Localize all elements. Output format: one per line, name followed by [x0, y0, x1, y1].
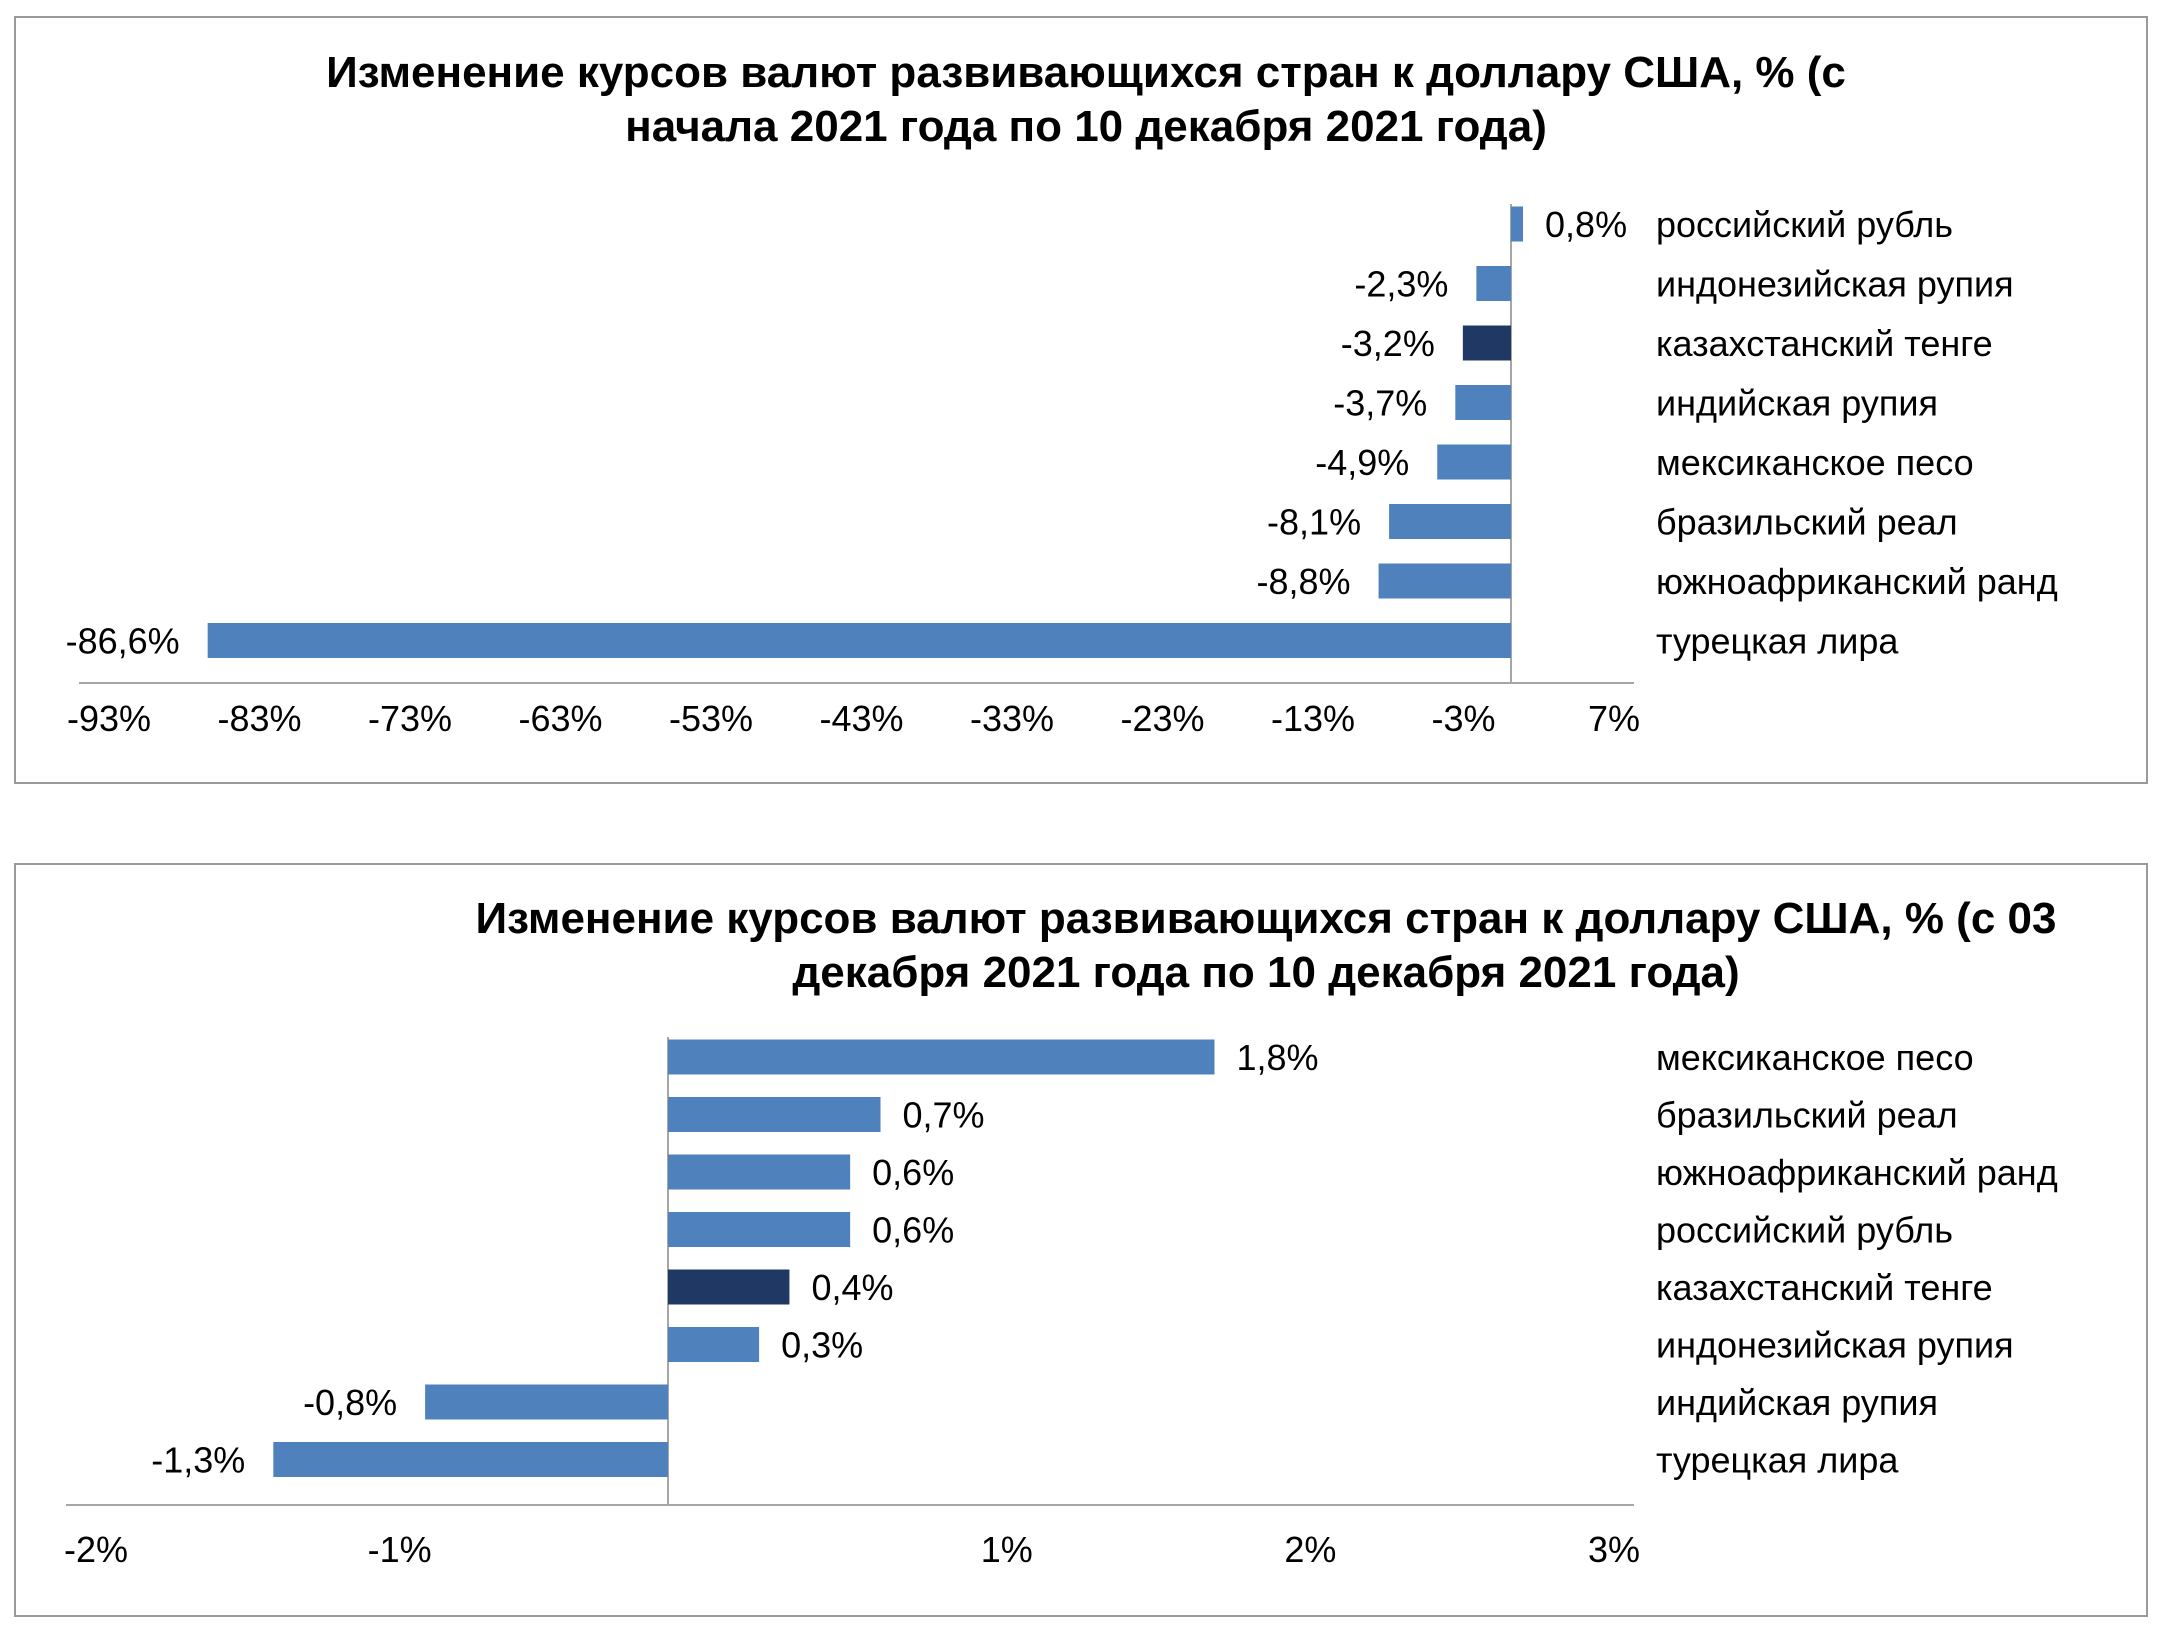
x-tick-label: -83%: [217, 698, 301, 739]
category-label: южноафриканский ранд: [1656, 561, 2058, 602]
bar: [668, 1097, 881, 1132]
chart-title-1: Изменение курсов валют развивающихся стр…: [176, 46, 1996, 154]
category-label: бразильский реал: [1656, 1095, 1958, 1136]
category-label: индийская рупия: [1656, 383, 1938, 424]
category-label: казахстанский тенге: [1656, 1267, 1993, 1308]
chart-panel-2: Изменение курсов валют развивающихся стр…: [14, 863, 2148, 1617]
chart-panel-1: Изменение курсов валют развивающихся стр…: [14, 16, 2148, 784]
bar: [668, 1327, 760, 1362]
x-tick-label: -93%: [67, 698, 151, 739]
data-label: 0,4%: [811, 1267, 893, 1308]
bar: [1378, 563, 1511, 599]
chart-2-plot: -2% -1% 1% 2% 3% 1,8% мексиканское песо 0,7% бра…: [64, 1037, 2058, 1570]
category-label: мексиканское песо: [1656, 1037, 1974, 1078]
data-label: -8,1%: [1267, 502, 1361, 543]
data-label: -1,3%: [151, 1440, 245, 1481]
x-tick-label: 1%: [981, 1529, 1033, 1570]
data-label: -86,6%: [66, 621, 180, 662]
bar: [668, 1154, 851, 1190]
category-label: индонезийская рупия: [1656, 1325, 2014, 1366]
chart-1-plot: -93% -83% -73% -63% -53% -43% -33% -23% -13% -3% 7…: [66, 204, 2058, 739]
category-label: индийская рупия: [1656, 1382, 1938, 1423]
x-tick-label: 2%: [1284, 1529, 1336, 1570]
bar: [1437, 444, 1511, 480]
x-tick-label: -33%: [970, 698, 1054, 739]
data-label: -8,8%: [1257, 561, 1351, 602]
bar: [273, 1442, 668, 1477]
x-tick-label: -3%: [1431, 698, 1495, 739]
x-tick-label: -2%: [64, 1529, 128, 1570]
x-tick-label: 7%: [1588, 698, 1640, 739]
x-tick-label: -53%: [669, 698, 753, 739]
chart-title-2-line-1: Изменение курсов валют развивающихся стр…: [475, 894, 2057, 943]
bar: [1476, 266, 1511, 301]
chart-title-1-line-2: начала 2021 года по 10 декабря 2021 года…: [625, 102, 1547, 151]
data-label: -4,9%: [1315, 442, 1409, 483]
chart-title-1-line-1: Изменение курсов валют развивающихся стр…: [326, 48, 1846, 97]
category-label: российский рубль: [1656, 1210, 1953, 1251]
data-label: -3,7%: [1333, 383, 1427, 424]
category-label: бразильский реал: [1656, 502, 1958, 543]
category-label: российский рубль: [1656, 204, 1953, 245]
bar: [1455, 385, 1511, 420]
data-label: 0,3%: [781, 1325, 863, 1366]
bar: [1462, 325, 1511, 361]
x-tick-label: -63%: [518, 698, 602, 739]
data-label: -3,2%: [1341, 323, 1435, 364]
category-label: турецкая лира: [1656, 621, 1899, 662]
x-tick-label: -73%: [368, 698, 452, 739]
bar: [207, 623, 1511, 658]
x-tick-label: -13%: [1271, 698, 1355, 739]
data-label: 1,8%: [1236, 1037, 1318, 1078]
chart-title-2-line-2: декабря 2021 года по 10 декабря 2021 год…: [792, 948, 1740, 997]
data-label: 0,6%: [872, 1152, 954, 1193]
x-tick-label: -23%: [1120, 698, 1204, 739]
x-tick-label: -1%: [368, 1529, 432, 1570]
data-label: -2,3%: [1354, 264, 1448, 305]
category-label: индонезийская рупия: [1656, 264, 2014, 305]
bar: [668, 1212, 851, 1247]
category-label: турецкая лира: [1656, 1440, 1899, 1481]
bar: [668, 1269, 790, 1305]
data-label: 0,6%: [872, 1210, 954, 1251]
bar: [668, 1039, 1215, 1075]
x-tick-label: 3%: [1588, 1529, 1640, 1570]
bar: [1389, 504, 1511, 539]
category-label: казахстанский тенге: [1656, 323, 1993, 364]
data-label: 0,8%: [1545, 204, 1627, 245]
bar: [1511, 206, 1524, 242]
data-label: 0,7%: [903, 1095, 985, 1136]
data-label: -0,8%: [303, 1382, 397, 1423]
bar: [425, 1384, 668, 1420]
category-label: мексиканское песо: [1656, 442, 1974, 483]
x-tick-label: -43%: [819, 698, 903, 739]
chart-title-2: Изменение курсов валют развивающихся стр…: [356, 892, 2160, 1000]
category-label: южноафриканский ранд: [1656, 1152, 2058, 1193]
